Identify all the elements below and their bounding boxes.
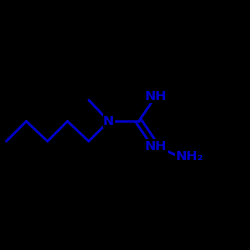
Text: N: N xyxy=(103,115,114,128)
Text: NH₂: NH₂ xyxy=(176,150,204,163)
Text: NH: NH xyxy=(144,90,167,103)
Text: NH: NH xyxy=(144,140,167,153)
